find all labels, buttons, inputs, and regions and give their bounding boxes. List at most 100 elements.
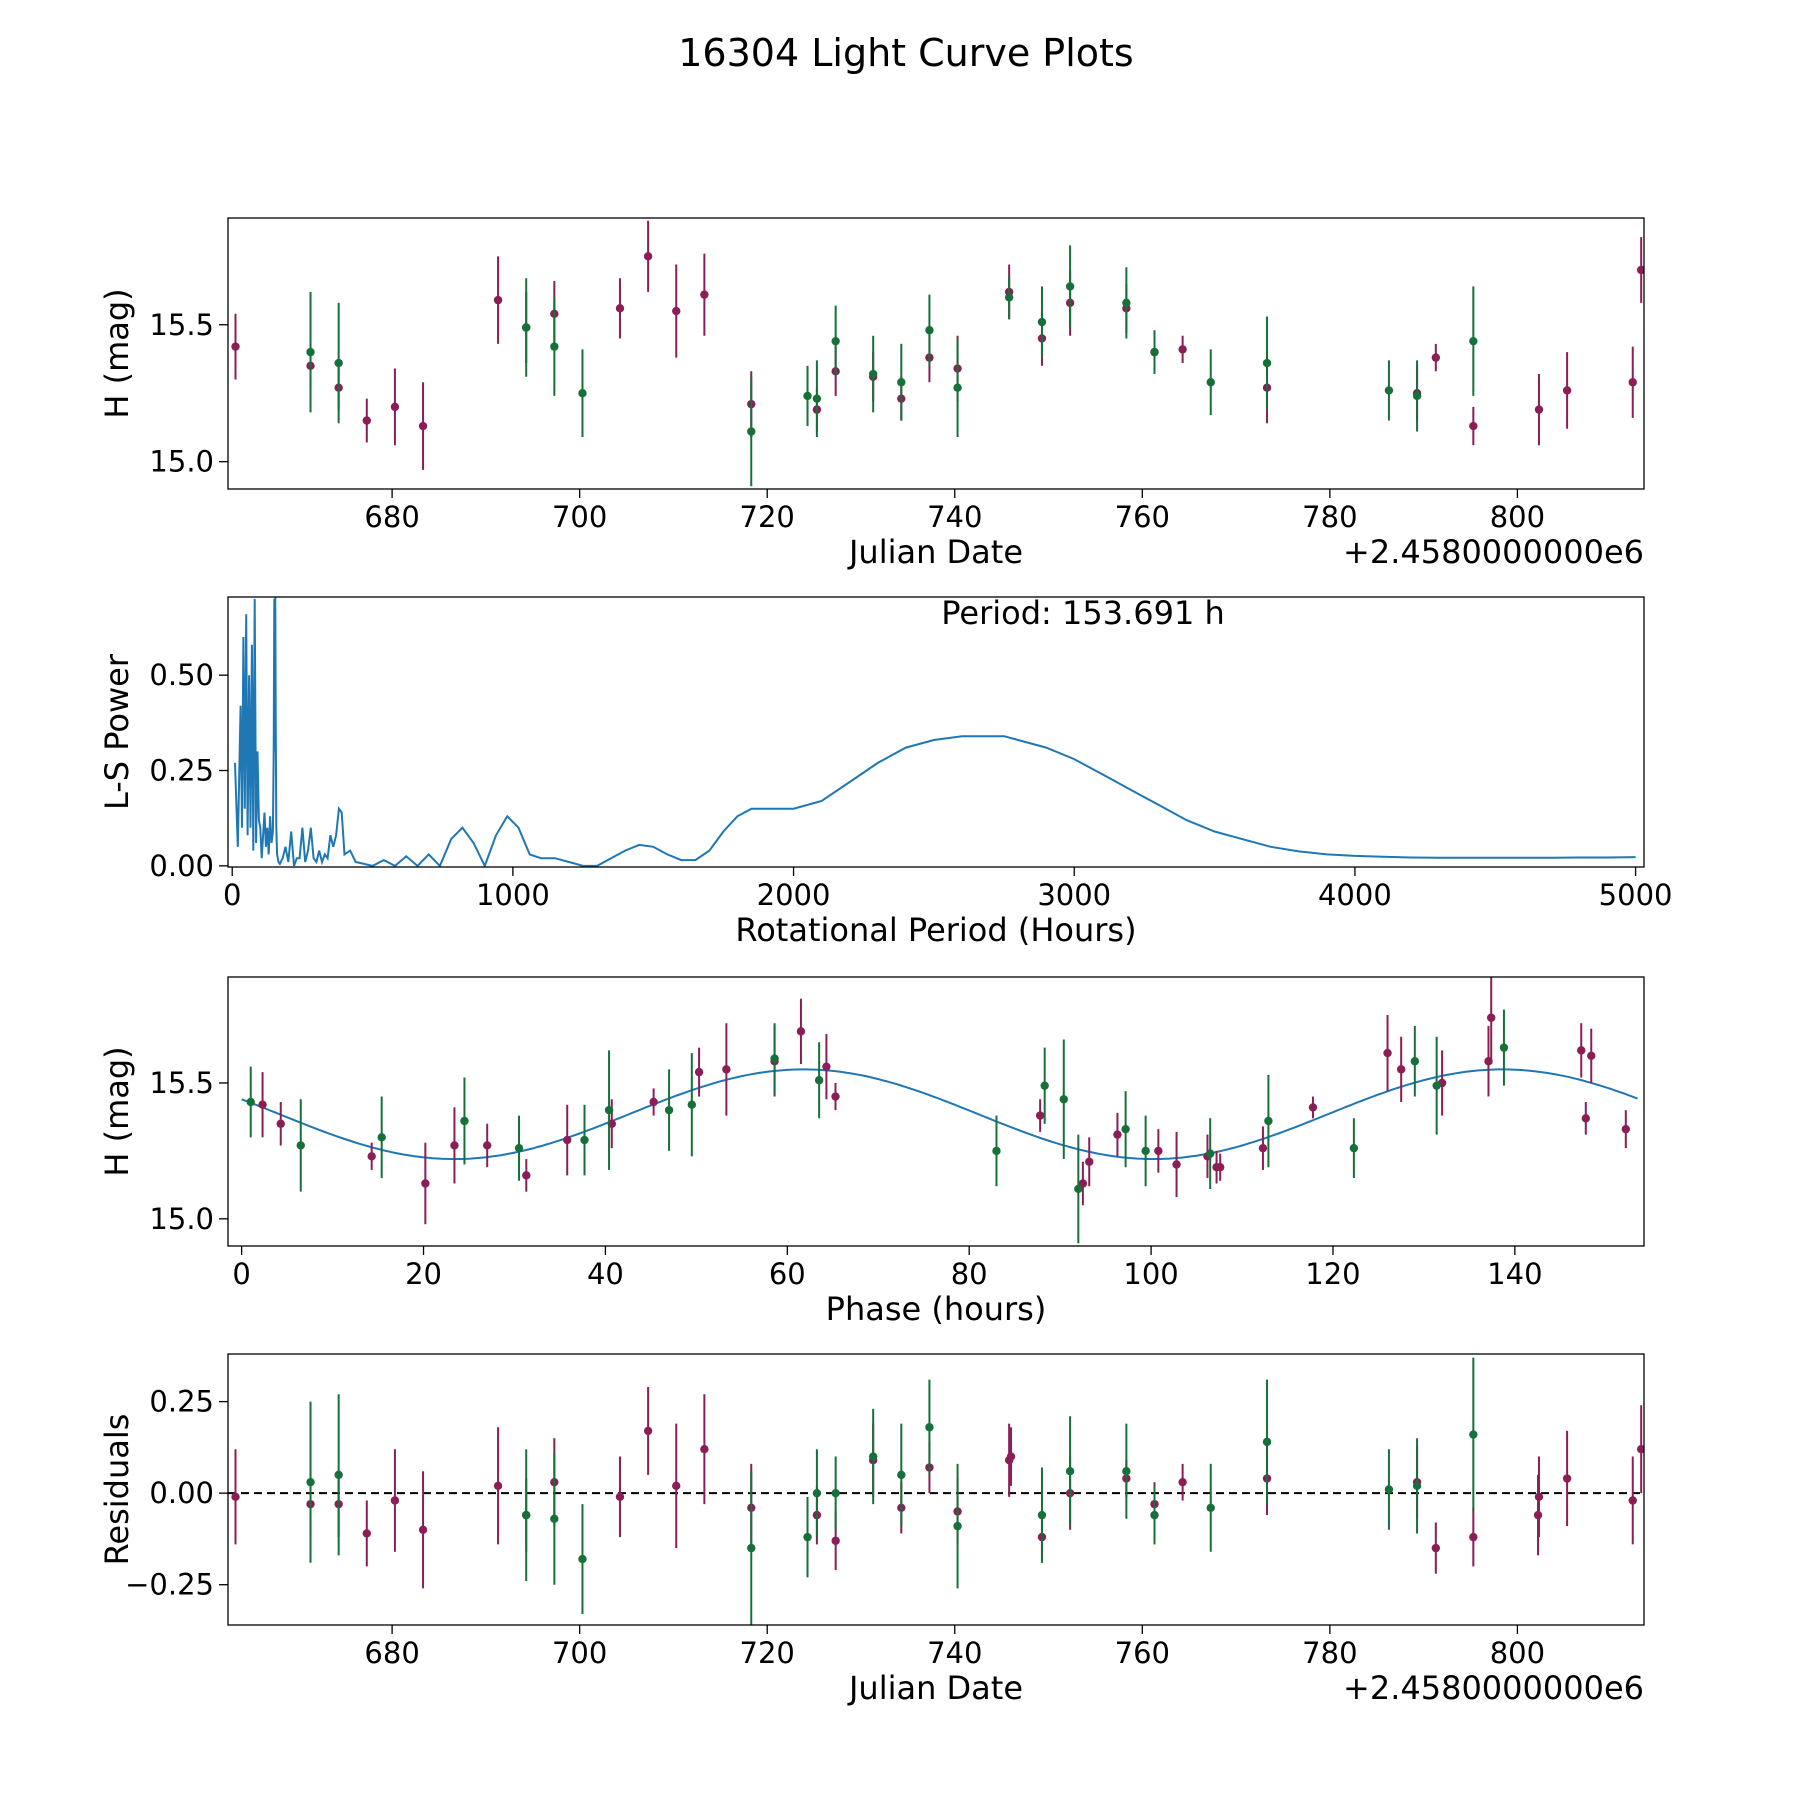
x-tick-label: 740 [927, 500, 982, 534]
data-point [276, 1119, 285, 1128]
data-point [803, 1532, 812, 1542]
data-point [231, 1492, 240, 1502]
data-point [258, 1100, 267, 1109]
plot-area [241, 977, 1638, 1244]
data-point [803, 391, 812, 401]
green-series [306, 1357, 1478, 1625]
data-point [1085, 1157, 1094, 1166]
data-point [687, 1100, 697, 1109]
data-point [334, 1470, 343, 1480]
data-point [246, 1097, 255, 1107]
data-point [362, 416, 371, 425]
x-tick-label: 680 [364, 500, 419, 534]
data-point [522, 1510, 531, 1520]
data-point [578, 388, 587, 398]
x-tick-label: 720 [740, 500, 795, 534]
figure-title: 16304 Light Curve Plots [678, 31, 1133, 75]
data-point [1384, 386, 1394, 395]
x-axis-label: Julian Date [847, 533, 1023, 571]
periodogram-line [234, 597, 1636, 867]
residuals-plot: 680 700 720 740 760 780 800 −0.25 0.00 0.25 Julian… [98, 1353, 1645, 1707]
y-axis-label: L-S Power [98, 653, 136, 810]
data-point [722, 1065, 731, 1074]
data-point [664, 1105, 674, 1115]
data-point [1431, 1543, 1441, 1553]
y-tick-label: 0.00 [149, 849, 214, 883]
data-point [334, 358, 343, 368]
data-point [700, 290, 709, 299]
x-tick-label: 740 [927, 1636, 982, 1670]
data-point [953, 383, 962, 392]
x-tick-label: 20 [405, 1257, 442, 1291]
data-point [868, 369, 878, 379]
green-series [306, 245, 1478, 487]
data-point [1178, 345, 1187, 354]
data-point [296, 1141, 305, 1150]
axes-frame [227, 596, 1645, 868]
data-point [1308, 1103, 1318, 1112]
data-point [362, 1529, 371, 1538]
data-point [1499, 1043, 1509, 1052]
data-point [694, 1067, 704, 1077]
data-point [643, 1426, 653, 1436]
x-tick-label: 2000 [757, 878, 831, 912]
data-point [1262, 358, 1272, 368]
x-tick-label: 720 [740, 1636, 795, 1670]
data-point [1037, 317, 1047, 327]
x-tick-label: 0 [232, 1257, 250, 1291]
data-point [770, 1054, 779, 1063]
data-point [812, 394, 822, 403]
data-point [1349, 1143, 1359, 1153]
x-axis-label: Phase (hours) [826, 1290, 1047, 1328]
x-tick-label: 40 [587, 1257, 624, 1291]
data-point [1412, 391, 1422, 401]
data-point [1487, 1013, 1496, 1022]
data-point [1206, 1503, 1215, 1513]
data-point [390, 1496, 400, 1505]
data-point [1396, 1065, 1406, 1074]
data-point [672, 306, 681, 316]
data-point [1384, 1485, 1394, 1494]
data-point [450, 1141, 459, 1150]
x-tick-label: 0 [223, 878, 241, 912]
data-point [1122, 1466, 1131, 1476]
x-offset-label: +2.4580000000e6 [1343, 1669, 1644, 1707]
data-point [1621, 1124, 1631, 1134]
data-point [615, 304, 625, 313]
x-tick-label: 780 [1302, 1636, 1357, 1670]
data-point [1006, 1452, 1016, 1461]
data-point [1534, 405, 1544, 414]
data-point [649, 1097, 658, 1107]
data-point [822, 1062, 831, 1071]
data-point [992, 1146, 1001, 1156]
data-point [1469, 421, 1478, 431]
data-point [306, 347, 315, 357]
x-tick-label: 1000 [476, 878, 550, 912]
data-point [1150, 1510, 1159, 1520]
x-tick-label: 120 [1305, 1257, 1360, 1291]
data-point [231, 342, 240, 351]
data-point [831, 336, 840, 346]
data-point [1172, 1160, 1181, 1169]
data-point [1562, 386, 1572, 395]
data-point [925, 326, 934, 335]
data-point [796, 1027, 806, 1036]
x-tick-label: 680 [364, 1636, 419, 1670]
data-point [1258, 1143, 1268, 1153]
data-point [1216, 1163, 1225, 1172]
data-point [1410, 1057, 1420, 1066]
y-tick-label: 0.25 [149, 1385, 214, 1419]
data-point [1150, 347, 1159, 357]
data-point [493, 1481, 503, 1491]
x-offset-label: +2.4580000000e6 [1343, 533, 1644, 571]
data-point [1262, 1437, 1272, 1447]
data-point [831, 1536, 840, 1545]
data-point [580, 1135, 589, 1145]
x-tick-label: 60 [769, 1257, 806, 1291]
data-point [1205, 1149, 1215, 1158]
data-point [550, 1514, 559, 1523]
y-tick-label: 15.0 [149, 1202, 214, 1236]
data-point [700, 1445, 709, 1454]
x-tick-label: 800 [1490, 1636, 1545, 1670]
